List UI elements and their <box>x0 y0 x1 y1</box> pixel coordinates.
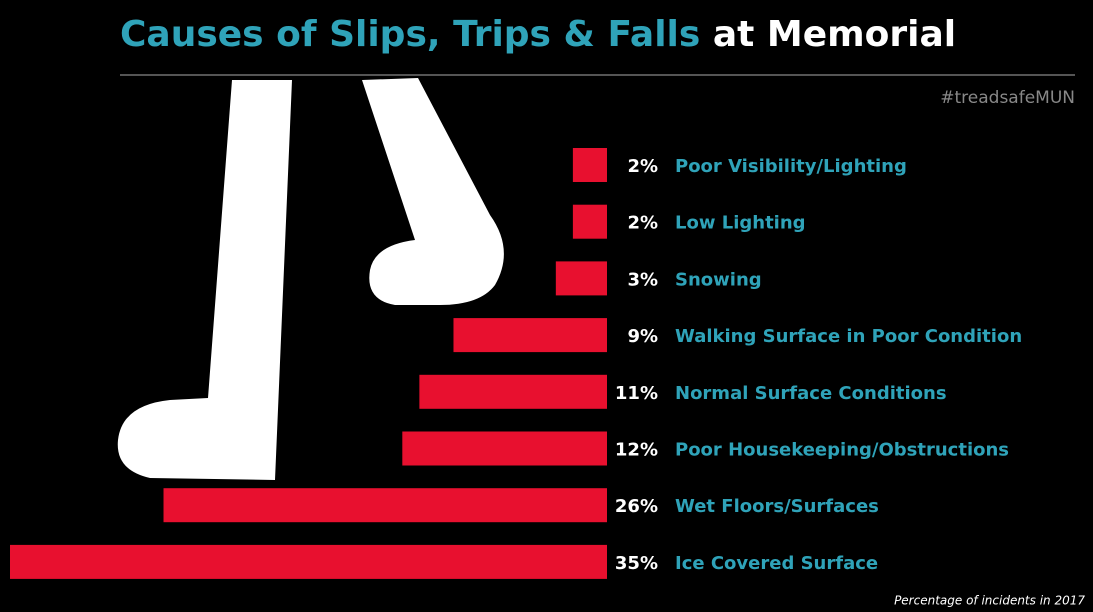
bar <box>402 432 607 466</box>
bar <box>164 488 607 522</box>
footnote: Percentage of incidents in 2017 <box>894 594 1085 608</box>
value-label: 26% <box>615 496 658 517</box>
bar <box>419 375 607 409</box>
bar <box>10 545 607 579</box>
value-label: 12% <box>615 440 658 461</box>
category-label: Wet Floors/Surfaces <box>675 496 879 517</box>
bar <box>453 318 607 352</box>
value-label: 9% <box>627 326 658 347</box>
value-label: 11% <box>615 383 658 404</box>
bar <box>573 148 607 182</box>
title-part: Causes of Slips, Trips & Falls <box>120 14 700 55</box>
category-label: Poor Housekeeping/Obstructions <box>675 440 1009 461</box>
value-label: 35% <box>615 553 658 574</box>
category-label: Walking Surface in Poor Condition <box>675 326 1022 347</box>
value-label: 2% <box>627 213 658 234</box>
category-label: Snowing <box>675 269 762 290</box>
page: Causes of Slips, Trips & Falls at Memori… <box>0 0 1093 612</box>
category-label: Poor Visibility/Lighting <box>675 156 907 177</box>
value-label: 2% <box>627 156 658 177</box>
value-label: 3% <box>627 269 658 290</box>
bar <box>573 205 607 239</box>
hashtag: #treadsafeMUN <box>940 88 1075 108</box>
category-label: Low Lighting <box>675 213 806 234</box>
chart: Causes of Slips, Trips & Falls at Memori… <box>0 0 1093 612</box>
chart-title: Causes of Slips, Trips & Falls at Memori… <box>120 14 956 55</box>
bar <box>556 261 607 295</box>
category-label: Normal Surface Conditions <box>675 383 947 404</box>
category-label: Ice Covered Surface <box>675 553 878 574</box>
title-part: at Memorial <box>713 14 956 55</box>
